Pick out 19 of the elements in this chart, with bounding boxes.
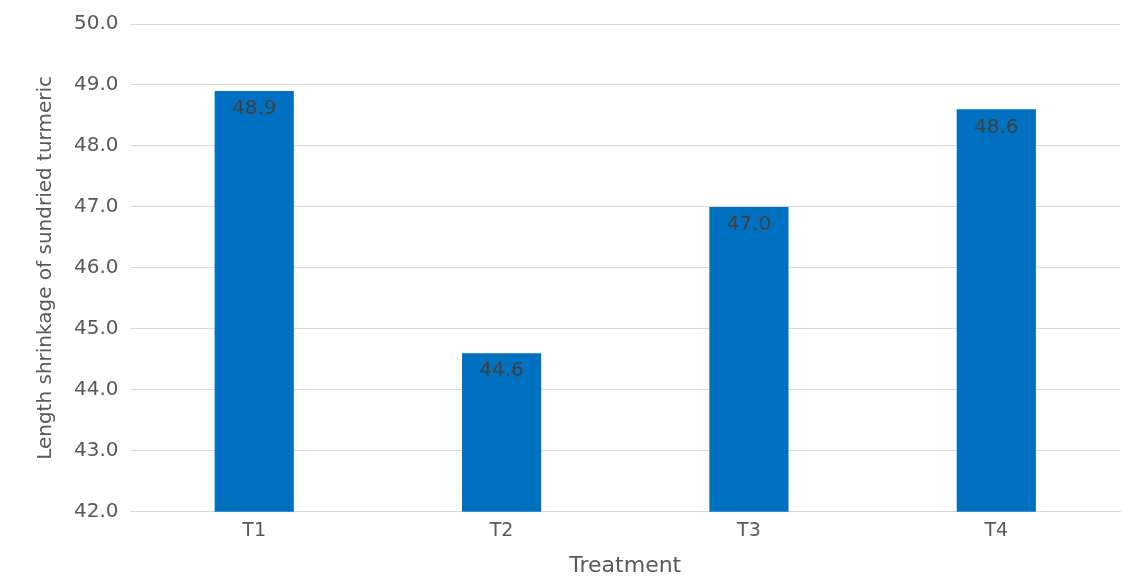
data-label: 48.6 — [974, 113, 1019, 138]
x-tick-label: T4 — [983, 518, 1009, 541]
data-label: 47.0 — [726, 211, 772, 236]
y-tick-label: 42.0 — [74, 498, 119, 522]
y-tick-label: 47.0 — [74, 193, 119, 218]
x-tick-label: T2 — [488, 518, 514, 541]
x-tick-label: T3 — [736, 518, 761, 541]
y-tick-label: 49.0 — [74, 71, 119, 96]
x-axis-title: Treatment — [568, 551, 682, 577]
data-label: 44.6 — [479, 357, 524, 382]
y-tick-label: 44.0 — [74, 376, 119, 401]
y-tick-label: 46.0 — [74, 254, 119, 279]
data-label: 48.9 — [231, 95, 277, 120]
x-tick-label: T1 — [241, 518, 267, 541]
y-tick-label: 43.0 — [74, 437, 119, 462]
y-axis-title: Length shrinkage of sundried turmeric — [32, 75, 57, 460]
y-tick-label: 50.0 — [74, 10, 119, 35]
y-tick-label: 45.0 — [74, 315, 119, 340]
y-tick-label: 48.0 — [74, 132, 119, 157]
